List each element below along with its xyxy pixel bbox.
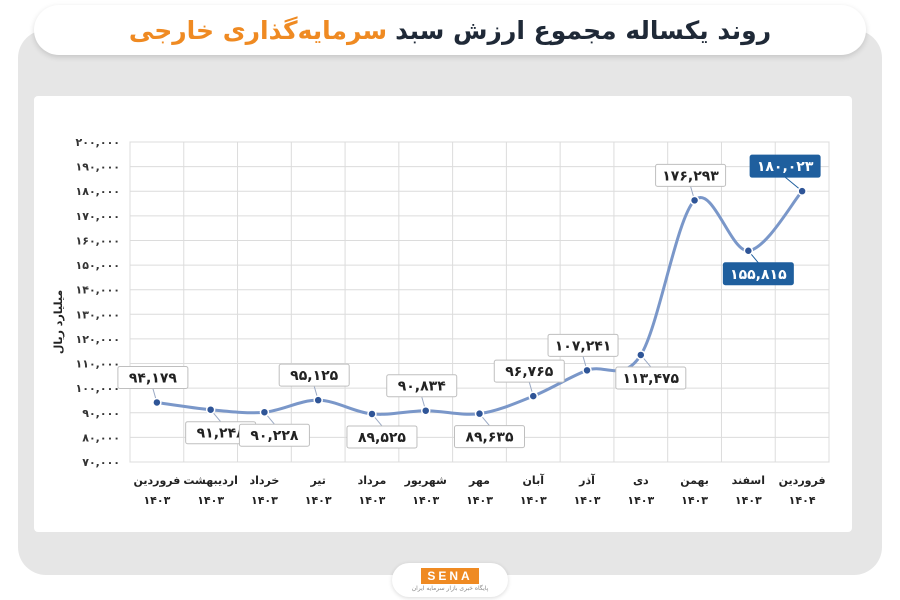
data-point [313, 395, 323, 405]
data-label: ۹۰,۸۳۴ [398, 379, 446, 395]
data-label-box [346, 425, 418, 449]
x-tick-label-year: ۱۴۰۳ [574, 494, 601, 507]
x-tick-label-year: ۱۴۰۳ [412, 494, 439, 507]
x-tick-label-year: ۱۴۰۳ [466, 494, 493, 507]
data-label-box [615, 366, 687, 390]
y-tick-label: ۱۴۰,۰۰۰ [76, 284, 120, 297]
data-point [797, 186, 807, 196]
x-tick-label-year: ۱۴۰۳ [197, 494, 224, 507]
data-label: ۱۰۷,۲۴۱ [555, 338, 612, 354]
y-tick-label: ۹۰,۰۰۰ [82, 407, 120, 420]
data-label: ۹۶,۷۶۵ [505, 364, 553, 380]
data-label: ۱۸۰,۰۲۳ [757, 159, 814, 175]
y-tick-label: ۸۰,۰۰۰ [82, 431, 120, 444]
x-tick-label-month: خرداد [250, 474, 280, 487]
y-tick-label: ۱۱۰,۰۰۰ [76, 358, 120, 371]
data-point [743, 246, 754, 256]
footer-tagline: پایگاه خبری بازار سرمایه ایران [411, 585, 489, 592]
x-tick-label-year: ۱۴۰۳ [520, 494, 547, 507]
y-tick-label: ۷۰,۰۰۰ [82, 456, 120, 469]
data-point [420, 405, 431, 416]
data-point [528, 391, 539, 401]
x-tick-label-month: فروردین [133, 474, 180, 487]
data-label: ۱۱۳,۴۷۵ [623, 371, 680, 387]
x-tick-label-year: ۱۴۰۳ [305, 494, 332, 507]
x-tick-label-month: تیر [309, 474, 325, 487]
x-tick-label-year: ۱۴۰۳ [359, 494, 386, 507]
data-point [689, 195, 700, 206]
x-tick-label-month: مرداد [358, 474, 387, 487]
title-highlight: سرمایه‌گذاری خارجی [128, 15, 388, 45]
data-label-box [547, 333, 619, 357]
data-label: ۱۵۵,۸۱۵ [730, 267, 787, 283]
data-point [259, 407, 270, 417]
x-tick-label-year: ۱۴۰۳ [735, 494, 762, 507]
data-label-box [493, 359, 565, 383]
x-tick-label-year: ۱۴۰۳ [251, 494, 278, 507]
y-tick-label: ۱۶۰,۰۰۰ [76, 234, 120, 247]
x-tick-label-month: شهریور [404, 474, 447, 487]
sena-logo: SENA [421, 568, 479, 584]
data-label-box [238, 423, 310, 447]
data-label-box [454, 425, 525, 449]
x-tick-label-month: آبان [523, 473, 545, 487]
data-label: ۹۴,۱۷۹ [129, 370, 177, 386]
data-label: ۸۹,۵۲۵ [358, 430, 406, 446]
data-label-box [386, 374, 458, 398]
y-axis-label: میلیارد ریال [52, 290, 65, 354]
data-label: ۹۱,۲۴۸ [197, 426, 245, 442]
x-tick-label-year: ۱۴۰۴ [789, 494, 816, 507]
x-tick-label-year: ۱۴۰۳ [627, 494, 654, 507]
x-tick-label-month: اسفند [732, 474, 765, 487]
y-tick-label: ۱۲۰,۰۰۰ [76, 333, 120, 346]
y-tick-label: ۱۳۰,۰۰۰ [76, 308, 120, 321]
data-point [152, 397, 162, 408]
y-tick-label: ۱۹۰,۰۰۰ [76, 161, 120, 174]
page-title: روند یکساله مجموع ارزش سبد سرمایه‌گذاری … [34, 5, 866, 55]
data-label-box [278, 363, 350, 387]
x-tick-label-month: مهر [468, 474, 490, 487]
y-tick-label: ۱۵۰,۰۰۰ [76, 259, 120, 272]
data-point [636, 350, 646, 360]
y-tick-label: ۲۰۰,۰۰۰ [76, 136, 120, 149]
y-tick-label: ۱۷۰,۰۰۰ [76, 210, 120, 223]
line-chart: ۷۰,۰۰۰ ۸۰,۰۰۰ ۹۰,۰۰۰ ۱۰۰,۰۰۰ ۱۱۰,۰۰۰ ۱۲۰,۰۰۰ ۱… [52, 136, 830, 507]
data-point [367, 409, 377, 419]
x-tick-label-year: ۱۴۰۳ [143, 494, 170, 507]
data-point [582, 365, 592, 376]
chart-card: ۷۰,۰۰۰ ۸۰,۰۰۰ ۹۰,۰۰۰ ۱۰۰,۰۰۰ ۱۱۰,۰۰۰ ۱۲۰,۰۰۰ ۱… [34, 96, 852, 532]
x-tick-label-month: بهمن [680, 474, 709, 487]
data-label: ۱۷۶,۲۹۳ [662, 168, 719, 184]
data-point [474, 408, 485, 419]
data-label-box [655, 163, 727, 187]
y-tick-label: ۱۸۰,۰۰۰ [76, 185, 120, 198]
x-tick-label-month: دی [633, 474, 649, 487]
y-tick-label: ۱۰۰,۰۰۰ [76, 382, 120, 395]
footer-badge: SENA پایگاه خبری بازار سرمایه ایران [392, 563, 508, 597]
title-main: روند یکساله مجموع ارزش سبد [395, 15, 772, 45]
data-label: ۹۵,۱۲۵ [290, 368, 338, 384]
x-tick-label-month: فروردین [779, 474, 826, 487]
data-label: ۸۹,۶۳۵ [465, 430, 513, 446]
x-tick-label-month: آذر [578, 473, 595, 487]
data-label-box [117, 365, 189, 389]
data-label-box [749, 154, 821, 178]
x-tick-label-year: ۱۴۰۳ [681, 494, 708, 507]
series-line [155, 189, 804, 416]
data-point [205, 404, 216, 415]
data-label-box [722, 262, 794, 286]
data-label: ۹۰,۲۲۸ [250, 428, 298, 444]
x-tick-label-month: اردیبهشت [183, 474, 237, 487]
